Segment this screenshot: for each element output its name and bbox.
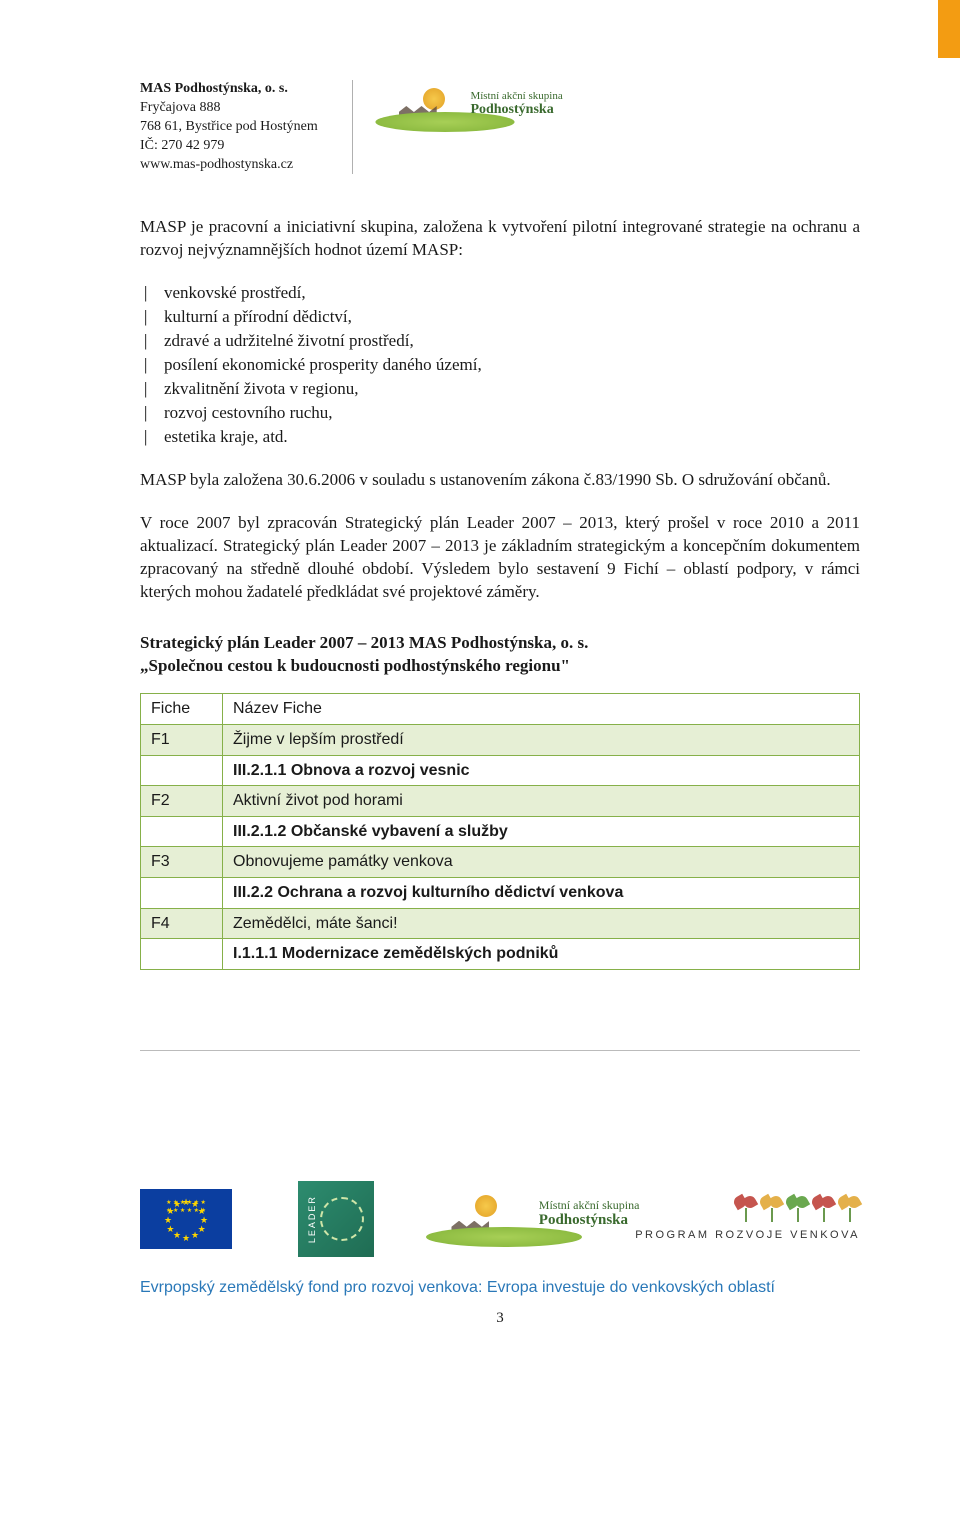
table-cell-fiche: [141, 816, 223, 847]
leader-logo: LEADER: [298, 1181, 374, 1257]
table-row: F4Zemědělci, máte šanci!: [141, 908, 860, 939]
org-address-block: MAS Podhostýnska, o. s. Fryčajova 888 76…: [140, 80, 318, 174]
table-cell-name: III.2.1.1 Obnova a rozvoj vesnic: [223, 755, 860, 786]
table-cell-fiche: F3: [141, 847, 223, 878]
plant-icon: [760, 1194, 782, 1222]
table-cell-fiche: F1: [141, 725, 223, 756]
table-header-fiche: Fiche: [141, 694, 223, 725]
plan-heading-line2: „Společnou cestou k budoucnosti podhostý…: [140, 655, 860, 678]
prv-plants: [734, 1194, 860, 1222]
fund-line: Evrpopský zemědělský fond pro rozvoj ven…: [140, 1277, 860, 1299]
bullet-item: zkvalitnění života v regionu,: [140, 378, 860, 401]
bullet-item: kulturní a přírodní dědictví,: [140, 306, 860, 329]
org-ic: IČ: 270 42 979: [140, 137, 318, 156]
logo-caption-small: Místní akční skupina Podhostýnska: [539, 1199, 640, 1229]
table-row: F1Žijme v lepším prostředí: [141, 725, 860, 756]
logo-graphic-small: Místní akční skupina Podhostýnska: [439, 1191, 569, 1247]
table-row: III.2.1.2 Občanské vybavení a služby: [141, 816, 860, 847]
bullet-item: estetika kraje, atd.: [140, 426, 860, 449]
footer-divider: [140, 1050, 860, 1051]
logo-caption-small-line2: Podhostýnska: [539, 1212, 640, 1229]
org-addr-line1: Fryčajova 888: [140, 99, 318, 118]
table-cell-fiche: [141, 878, 223, 909]
table-row: III.2.1.1 Obnova a rozvoj vesnic: [141, 755, 860, 786]
table-cell-fiche: [141, 939, 223, 970]
org-name: MAS Podhostýnska, o. s.: [140, 80, 318, 99]
prv-logo: PROGRAM ROZVOJE VENKOVA: [635, 1194, 860, 1243]
table-header-name: Název Fiche: [223, 694, 860, 725]
table-row: F2Aktivní život pod horami: [141, 786, 860, 817]
plant-icon: [812, 1194, 834, 1222]
logo-caption: Místní akční skupina Podhostýnska: [470, 90, 562, 117]
plant-icon: [838, 1194, 860, 1222]
leader-logo-text: LEADER: [306, 1195, 318, 1243]
table-row: III.2.2 Ochrana a rozvoj kulturního dědi…: [141, 878, 860, 909]
plant-icon: [734, 1194, 756, 1222]
footer-logo-row: ★★★★★★★★★★★★ LEADER Místní akční skupina…: [140, 1161, 860, 1257]
table-cell-fiche: F4: [141, 908, 223, 939]
table-cell-name: Žijme v lepším prostředí: [223, 725, 860, 756]
org-addr-line2: 768 61, Bystřice pod Hostýnem: [140, 118, 318, 137]
prv-caption: PROGRAM ROZVOJE VENKOVA: [635, 1228, 860, 1243]
logo-graphic: Místní akční skupina Podhostýnska: [387, 84, 503, 132]
header: MAS Podhostýnska, o. s. Fryčajova 888 76…: [140, 80, 860, 174]
table-cell-name: Zemědělci, máte šanci!: [223, 908, 860, 939]
accent-tab: [938, 0, 960, 58]
logo-caption-line2: Podhostýnska: [470, 102, 562, 117]
org-web: www.mas-podhostynska.cz: [140, 156, 318, 175]
eu-flag-logo: ★★★★★★★★★★★★: [140, 1189, 232, 1249]
bullet-list: venkovské prostředí,kulturní a přírodní …: [140, 282, 860, 449]
bullet-item: zdravé a udržitelné životní prostředí,: [140, 330, 860, 353]
bullet-item: rozvoj cestovního ruchu,: [140, 402, 860, 425]
plan-heading: Strategický plán Leader 2007 – 2013 MAS …: [140, 632, 860, 678]
table-cell-name: III.2.2 Ochrana a rozvoj kulturního dědi…: [223, 878, 860, 909]
table-cell-name: Aktivní život pod horami: [223, 786, 860, 817]
plant-icon: [786, 1194, 808, 1222]
plan-heading-line1: Strategický plán Leader 2007 – 2013 MAS …: [140, 632, 860, 655]
logo-caption-small-line1: Místní akční skupina: [539, 1199, 640, 1212]
org-logo: Místní akční skupina Podhostýnska: [387, 80, 503, 132]
table-row: I.1.1.1 Modernizace zemědělských podniků: [141, 939, 860, 970]
logo-caption-line1: Místní akční skupina: [470, 90, 562, 102]
page-number: 3: [140, 1308, 860, 1328]
table-cell-name: Obnovujeme památky venkova: [223, 847, 860, 878]
header-divider: [352, 80, 353, 174]
table-cell-fiche: [141, 755, 223, 786]
paragraph-2: MASP byla založena 30.6.2006 v souladu s…: [140, 469, 860, 492]
fiche-table: Fiche Název Fiche F1Žijme v lepším prost…: [140, 693, 860, 969]
podhostynska-logo-small: Místní akční skupina Podhostýnska: [439, 1191, 569, 1247]
table-header-row: Fiche Název Fiche: [141, 694, 860, 725]
paragraph-3: V roce 2007 byl zpracován Strategický pl…: [140, 512, 860, 604]
bullet-item: venkovské prostředí,: [140, 282, 860, 305]
bullet-item: posílení ekonomické prosperity daného úz…: [140, 354, 860, 377]
table-row: F3Obnovujeme památky venkova: [141, 847, 860, 878]
table-cell-name: I.1.1.1 Modernizace zemědělských podniků: [223, 939, 860, 970]
intro-paragraph: MASP je pracovní a iniciativní skupina, …: [140, 216, 860, 262]
table-cell-fiche: F2: [141, 786, 223, 817]
table-cell-name: III.2.1.2 Občanské vybavení a služby: [223, 816, 860, 847]
